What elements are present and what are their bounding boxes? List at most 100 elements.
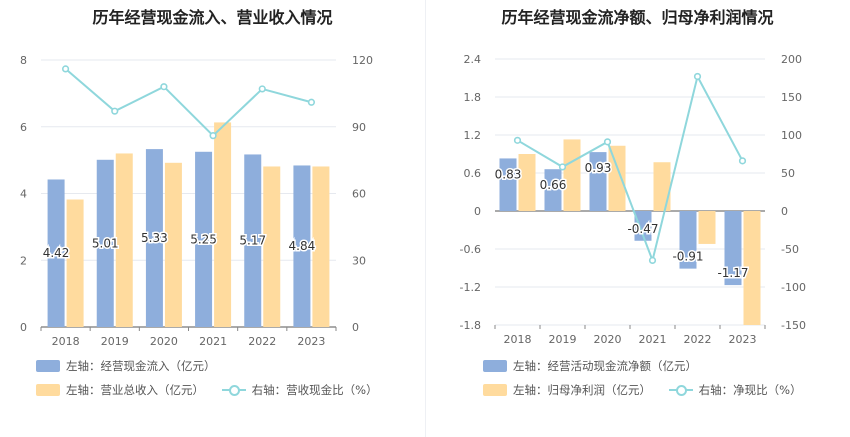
y-right-tick-label: 50 <box>781 167 795 180</box>
data-label: 5.33 <box>141 231 168 245</box>
bar <box>563 139 581 211</box>
bar <box>608 145 626 211</box>
y-left-tick-label: 6 <box>20 121 27 134</box>
data-label: 4.84 <box>289 239 316 253</box>
legend-row: 左轴：经营活动现金流净额（亿元） <box>483 358 711 374</box>
y-right-tick-label: 200 <box>781 53 802 66</box>
series-line <box>516 73 744 264</box>
bar <box>66 199 84 327</box>
legend-row: 左轴：营业总收入（亿元） 右轴：营收现金比（%） <box>36 382 392 398</box>
y-right-tick-label: 100 <box>781 129 802 142</box>
x-tick-label: 2018 <box>52 335 80 348</box>
data-label: 0.66 <box>540 178 567 192</box>
line-point <box>111 107 119 115</box>
bar <box>96 159 114 327</box>
data-label: -1.17 <box>717 266 748 280</box>
x-tick-label: 2018 <box>504 333 532 346</box>
bar <box>743 211 761 325</box>
legend-label: 右轴：净现比（%） <box>698 383 802 397</box>
legend-row: 左轴：经营现金流入（亿元） <box>36 358 230 374</box>
y-left-tick-label: 1.8 <box>464 91 482 104</box>
legend-item[interactable]: 右轴：营收现金比（%） <box>221 383 378 397</box>
legend-row: 左轴：归母净利润（亿元） 右轴：净现比（%） <box>483 382 816 398</box>
bar <box>653 162 671 211</box>
y-left-tick-label: -1.2 <box>460 281 481 294</box>
y-left-tick-label: 8 <box>20 54 27 67</box>
legend-line-icon <box>668 384 693 396</box>
panel-divider <box>425 0 426 437</box>
chart-panel-left: 历年经营现金流入、营业收入情况 0 2 4 6 8 0 30 60 90 120 2018 2019 2… <box>20 8 392 398</box>
bar <box>47 179 65 327</box>
y-right-tick-label: 90 <box>352 121 366 134</box>
bar <box>244 154 262 327</box>
x-tick-label: 2019 <box>101 335 129 348</box>
legend-label: 左轴：归母净利润（亿元） <box>513 383 651 397</box>
y-left-tick-label: 4 <box>20 188 27 201</box>
legend-label: 左轴：营业总收入（亿元） <box>66 383 204 397</box>
line-point <box>258 85 266 93</box>
bar <box>679 211 697 269</box>
bar <box>115 153 133 327</box>
bar <box>544 169 562 211</box>
bar <box>164 162 182 327</box>
x-tick-label: 2019 <box>549 333 577 346</box>
line-point <box>209 132 217 140</box>
bar <box>518 154 536 211</box>
chart-panel-right: 历年经营现金流净额、归母净利润情况 -1.8 -1.2 -0.6 0 0.6 1.2 1.8… <box>425 0 850 437</box>
x-tick-label: 2020 <box>594 333 622 346</box>
legend-line-icon <box>221 384 246 396</box>
y-left-tick-label: 0 <box>20 321 27 334</box>
y-left-tick-label: 1.2 <box>464 129 482 142</box>
bar <box>312 166 330 327</box>
legend-item[interactable]: 左轴：归母净利润（亿元） <box>483 383 651 397</box>
y-right-tick-label: 30 <box>352 254 366 267</box>
y-left-tick-label: 2 <box>20 254 27 267</box>
data-label: 5.17 <box>239 234 266 248</box>
data-label: -0.47 <box>627 222 658 236</box>
bar <box>724 211 742 286</box>
line-point <box>558 163 567 171</box>
legend-item[interactable]: 左轴：营业总收入（亿元） <box>36 383 204 397</box>
data-label: 0.83 <box>495 167 522 181</box>
bar <box>195 151 213 327</box>
y-right-tick-label: 0 <box>781 205 788 218</box>
line-point <box>160 83 168 91</box>
chart-title: 历年经营现金流净额、归母净利润情况 <box>501 8 774 27</box>
y-left-tick-label: 2.4 <box>464 53 482 66</box>
legend-item[interactable]: 左轴：经营活动现金流净额（亿元） <box>483 359 697 373</box>
legend-label: 左轴：经营活动现金流净额（亿元） <box>513 359 697 373</box>
y-right-tick-label: -50 <box>781 243 799 256</box>
y-left-tick-label: -0.6 <box>460 243 481 256</box>
x-tick-label: 2022 <box>248 335 276 348</box>
legend-item[interactable]: 左轴：经营现金流入（亿元） <box>36 359 216 373</box>
data-label: 5.01 <box>92 236 119 250</box>
y-right-tick-label: 150 <box>781 91 802 104</box>
line-point <box>738 157 747 165</box>
bar <box>145 149 163 327</box>
x-tick-label: 2023 <box>297 335 325 348</box>
bar <box>293 165 311 327</box>
legend-swatch-icon <box>36 384 60 396</box>
bar <box>214 122 232 327</box>
line-point <box>307 98 316 106</box>
x-tick-label: 2020 <box>150 335 178 348</box>
y-right-tick-label: 0 <box>352 321 359 334</box>
y-right-tick-label: -150 <box>781 319 806 332</box>
y-left-tick-label: 0.6 <box>464 167 482 180</box>
chart-title: 历年经营现金流入、营业收入情况 <box>92 8 333 27</box>
x-tick-label: 2023 <box>729 333 757 346</box>
bar <box>263 166 281 327</box>
chart-plot-right: -1.8 -1.2 -0.6 0 0.6 1.2 1.8 2.4 -150 -100 -50 0 50 1… <box>460 53 806 346</box>
legend-swatch-icon <box>36 360 60 372</box>
y-right-tick-label: 120 <box>352 54 373 67</box>
line-point <box>513 136 522 144</box>
bar <box>698 211 716 244</box>
bar <box>634 211 652 241</box>
y-right-tick-label: 60 <box>352 188 366 201</box>
bar <box>499 158 517 211</box>
legend-item[interactable]: 右轴：净现比（%） <box>668 383 802 397</box>
legend-swatch-icon <box>483 384 507 396</box>
line-point <box>693 72 702 81</box>
data-label: 4.42 <box>43 246 70 260</box>
data-label: -0.91 <box>672 250 703 264</box>
